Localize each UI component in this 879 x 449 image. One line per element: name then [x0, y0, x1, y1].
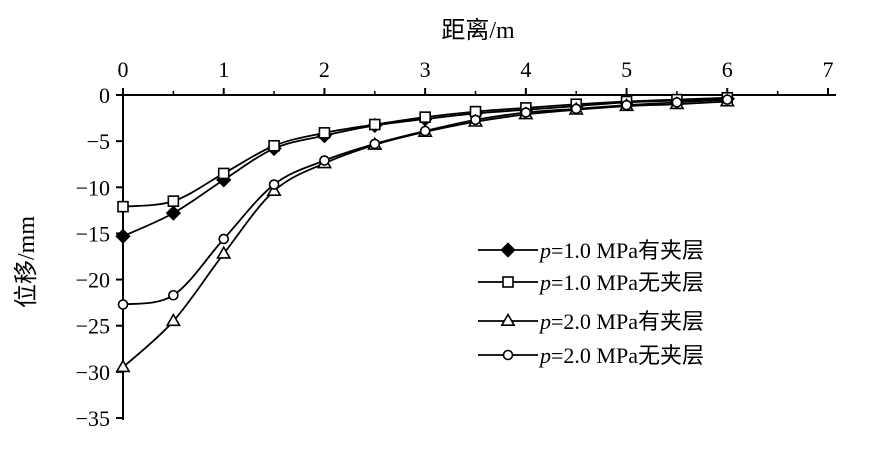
legend-entry-2: p=1.0 MPa无夹层 [478, 270, 704, 295]
data-point [168, 289, 179, 301]
x-tick-label: 5 [621, 57, 632, 82]
data-point [500, 242, 516, 258]
series-2 [117, 91, 734, 213]
data-point [117, 200, 129, 213]
data-point [621, 99, 632, 111]
x-tick-label: 7 [823, 57, 834, 82]
legend-label: p=1.0 MPa有夹层 [538, 238, 704, 263]
y-tick-label: −5 [87, 129, 110, 154]
x-tick-label: 2 [319, 57, 330, 82]
data-point [117, 299, 129, 310]
data-point [671, 97, 683, 108]
data-point [115, 228, 131, 244]
x-tick-label: 0 [118, 57, 129, 82]
x-tick-label: 6 [722, 57, 733, 82]
data-point [721, 94, 733, 105]
data-point [570, 103, 582, 115]
data-point [470, 114, 481, 126]
data-point [266, 182, 282, 197]
data-point [318, 127, 331, 139]
y-tick-label: −15 [76, 221, 110, 246]
y-tick-label: −30 [76, 360, 110, 385]
data-point [520, 107, 532, 118]
y-tick-label: −20 [76, 268, 110, 293]
axes: 0 1 2 3 4 5 6 7 0 −5 −10 −15 −20 −25 −30 −35 [76, 57, 836, 431]
y-tick-label: −35 [76, 406, 110, 431]
data-point [218, 233, 230, 245]
data-point [165, 312, 181, 327]
data-point [165, 205, 181, 221]
data-point [268, 179, 280, 190]
legend: p=1.0 MPa有夹层 p=1.0 MPa无夹层 p=2.0 MPa有夹层 p=2.… [478, 238, 704, 368]
legend-entry-4: p=2.0 MPa无夹层 [478, 343, 704, 368]
data-point [167, 195, 180, 207]
legend-label: p=2.0 MPa无夹层 [538, 343, 704, 368]
x-tick-label: 3 [420, 57, 431, 82]
series-4 [117, 94, 733, 310]
data-point [369, 138, 381, 150]
y-axis-title: 位移/mm [13, 216, 40, 308]
x-tick-label: 1 [218, 57, 229, 82]
data-point [419, 111, 431, 123]
data-point [319, 155, 330, 166]
legend-entry-3: p=2.0 MPa有夹层 [478, 309, 704, 334]
data-point [216, 245, 232, 259]
x-tick-label: 4 [520, 57, 531, 82]
data-point [368, 118, 381, 131]
legend-label: p=2.0 MPa有夹层 [538, 309, 704, 334]
y-tick-label: −25 [76, 314, 110, 339]
data-point [500, 312, 516, 327]
data-point [419, 125, 431, 137]
data-point [115, 359, 131, 373]
y-tick-label: 0 [99, 83, 110, 108]
x-axis-title: 距离/m [441, 17, 515, 44]
legend-label: p=1.0 MPa无夹层 [538, 270, 704, 295]
data-point [502, 276, 514, 288]
y-tick-label: −10 [76, 175, 110, 200]
legend-entry-1: p=1.0 MPa有夹层 [478, 238, 704, 263]
data-point [268, 139, 280, 152]
series-layer [115, 91, 735, 373]
data-point [502, 349, 514, 361]
data-point [217, 167, 230, 180]
